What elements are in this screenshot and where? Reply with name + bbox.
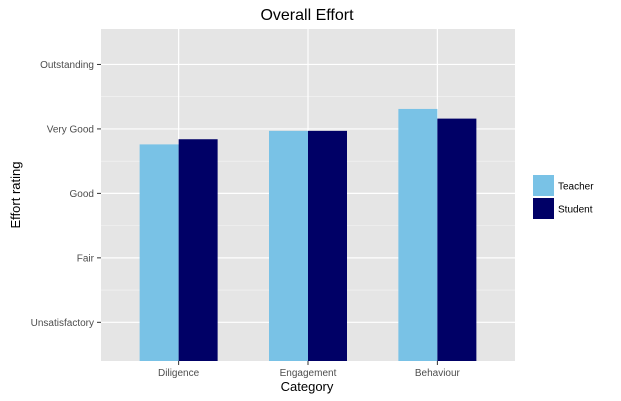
bar-teacher-engagement: [269, 130, 308, 361]
y-tick-label: Good: [70, 189, 94, 200]
x-tick-label: Diligence: [158, 368, 200, 379]
y-tick-label: Very Good: [47, 124, 94, 135]
y-axis: Unsatisfactory Fair Good Very Good Outstandi…: [31, 60, 101, 329]
x-tick-label: Engagement: [280, 368, 337, 379]
y-axis-title: Effort rating: [8, 162, 23, 229]
chart-title: Overall Effort: [260, 7, 354, 24]
legend-label: Teacher: [558, 182, 594, 193]
legend-label: Student: [558, 205, 593, 216]
y-tick-label: Fair: [77, 253, 95, 264]
bar-student-engagement: [308, 130, 347, 361]
x-tick-label: Behaviour: [415, 368, 461, 379]
x-axis: Diligence Engagement Behaviour: [158, 361, 461, 379]
bar-teacher-diligence: [139, 144, 179, 361]
bar-student-diligence: [178, 139, 218, 361]
y-tick-label: Outstanding: [40, 60, 94, 71]
x-axis-title: Category: [281, 379, 334, 394]
legend: Teacher Student: [533, 175, 594, 219]
bar-student-behaviour: [437, 118, 477, 362]
legend-swatch-teacher: [533, 175, 554, 196]
legend-swatch-student: [533, 198, 554, 219]
bars: [139, 108, 477, 362]
y-tick-label: Unsatisfactory: [31, 318, 94, 329]
bar-teacher-behaviour: [398, 108, 438, 361]
